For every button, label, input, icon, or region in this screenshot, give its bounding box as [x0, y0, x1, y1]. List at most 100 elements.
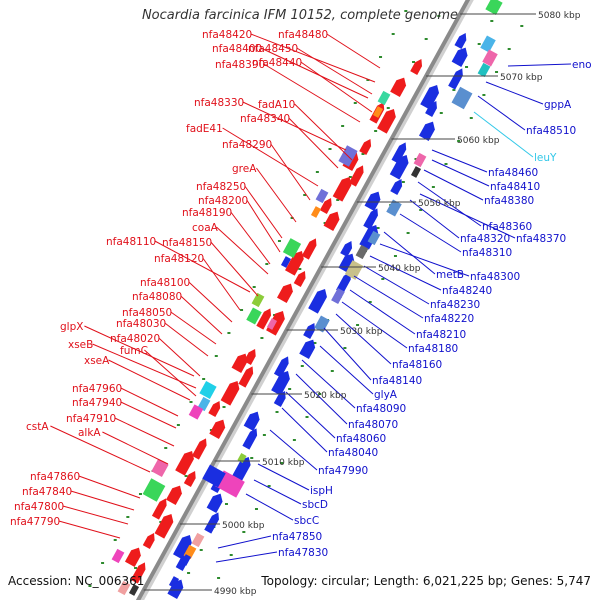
gene-feature-box [367, 230, 381, 246]
right-gene-label: nfa48240 [442, 285, 492, 297]
forward-gene-arrow [220, 381, 240, 406]
gene-feature-box [413, 152, 427, 168]
tick-dot [187, 572, 191, 574]
gene-feature-box [151, 458, 169, 478]
left-gene-label: nfa48110 [106, 236, 156, 248]
tick-dot [184, 475, 188, 477]
gene-feature-box [310, 206, 322, 218]
forward-gene-arrow [348, 165, 364, 187]
tick-dot [134, 567, 138, 569]
right-gene-label: nfa48510 [526, 125, 576, 137]
tick-dot [439, 112, 443, 114]
forward-gene-arrow [359, 138, 372, 155]
right-gene-label: ispH [310, 485, 333, 497]
right-gene-label: nfa47990 [318, 465, 368, 477]
right-gene-label: metB [436, 269, 464, 281]
gene-feature-box [315, 188, 329, 204]
left-gene-label: nfa48290 [222, 139, 272, 151]
gene-feature-box [188, 404, 204, 420]
tick-dot [292, 439, 296, 441]
tick-dot [404, 10, 408, 12]
tick-dot [465, 66, 469, 68]
reverse-gene-arrow [242, 428, 258, 450]
forward-gene-arrow [124, 547, 141, 567]
tick-dot [138, 493, 142, 495]
gene-feature-box [266, 318, 278, 330]
right-gene-label: nfa48300 [470, 271, 520, 283]
tick-dot [495, 71, 499, 73]
left-gene-label: fumC [120, 345, 148, 357]
left-gene-label: nfa48250 [196, 181, 246, 193]
label-leader-line [349, 289, 416, 335]
tick-dot [424, 38, 428, 40]
tick-dot [242, 531, 246, 533]
left-gene-label: nfa47790 [10, 516, 60, 528]
label-leader-line [102, 431, 169, 465]
right-gene-label: nfa48320 [460, 233, 510, 245]
gene-feature-box [237, 453, 247, 463]
label-leader-line [120, 387, 179, 417]
label-leader-line [300, 61, 373, 113]
tick-dot [267, 485, 271, 487]
gene-feature-box [331, 287, 345, 305]
label-leader-line [431, 149, 488, 173]
label-leader-line [319, 345, 374, 395]
right-gene-label: nfa47850 [272, 531, 322, 543]
label-leader-line [335, 313, 392, 365]
tick-dot [437, 15, 441, 17]
forward-gene-arrow [285, 251, 304, 276]
tick-dot [224, 503, 228, 505]
tick-dot [275, 411, 279, 413]
label-leader-line [301, 359, 356, 409]
left-gene-label: xseB [68, 339, 93, 351]
tick-dot [101, 562, 105, 564]
gene-features [111, 0, 503, 599]
left-gene-label: nfa48450 [248, 43, 298, 55]
left-gene-label: nfa48400 [212, 43, 262, 55]
tick-dot [343, 347, 347, 349]
label-leader-line [417, 181, 482, 227]
label-leader-line [485, 81, 544, 105]
label-leader-line [260, 47, 369, 99]
label-leader-line [369, 255, 442, 291]
forward-gene-arrow [166, 485, 182, 505]
tick-dot [482, 94, 486, 96]
right-gene-label: nfa48380 [484, 195, 534, 207]
label-leader-line [58, 520, 121, 539]
tick-dot [222, 406, 226, 408]
tick-dot [315, 171, 319, 173]
tick-dot [298, 268, 302, 270]
forward-gene-arrow [231, 353, 248, 373]
forward-gene-arrow [277, 283, 293, 303]
label-leader-line [473, 111, 534, 158]
coordinate-tick-label: 5030 kbp [340, 327, 383, 337]
gene-feature-box [480, 35, 496, 53]
tick-dot [164, 447, 168, 449]
label-leader-line [246, 199, 281, 253]
tick-dot [391, 33, 395, 35]
tick-dot [240, 309, 244, 311]
genome-title: Nocardia farcinica IFM 10152, complete g… [141, 8, 459, 23]
tick-dot [189, 401, 193, 403]
tick-dot [444, 163, 448, 165]
gene-feature-box [485, 0, 503, 16]
left-gene-label: greA [232, 163, 257, 175]
label-leader-line [242, 101, 347, 151]
left-gene-label: nfa48200 [198, 195, 248, 207]
tick-dot [520, 25, 524, 27]
coordinate-tick-label: 5070 kbp [500, 73, 543, 83]
label-leader-line [326, 33, 381, 69]
right-gene-label: nfa48040 [328, 447, 378, 459]
tick-dot [252, 286, 256, 288]
reverse-gene-arrow [454, 32, 467, 49]
gene-feature-box [246, 307, 262, 325]
label-leader-line [363, 265, 430, 305]
label-leader-line [423, 169, 484, 201]
label-leader-line [210, 241, 259, 297]
gene-feature-box [314, 315, 330, 333]
right-gene-label: nfa48360 [482, 221, 532, 233]
tick-dot [313, 342, 317, 344]
tick-dot [318, 393, 322, 395]
tick-dot [368, 301, 372, 303]
